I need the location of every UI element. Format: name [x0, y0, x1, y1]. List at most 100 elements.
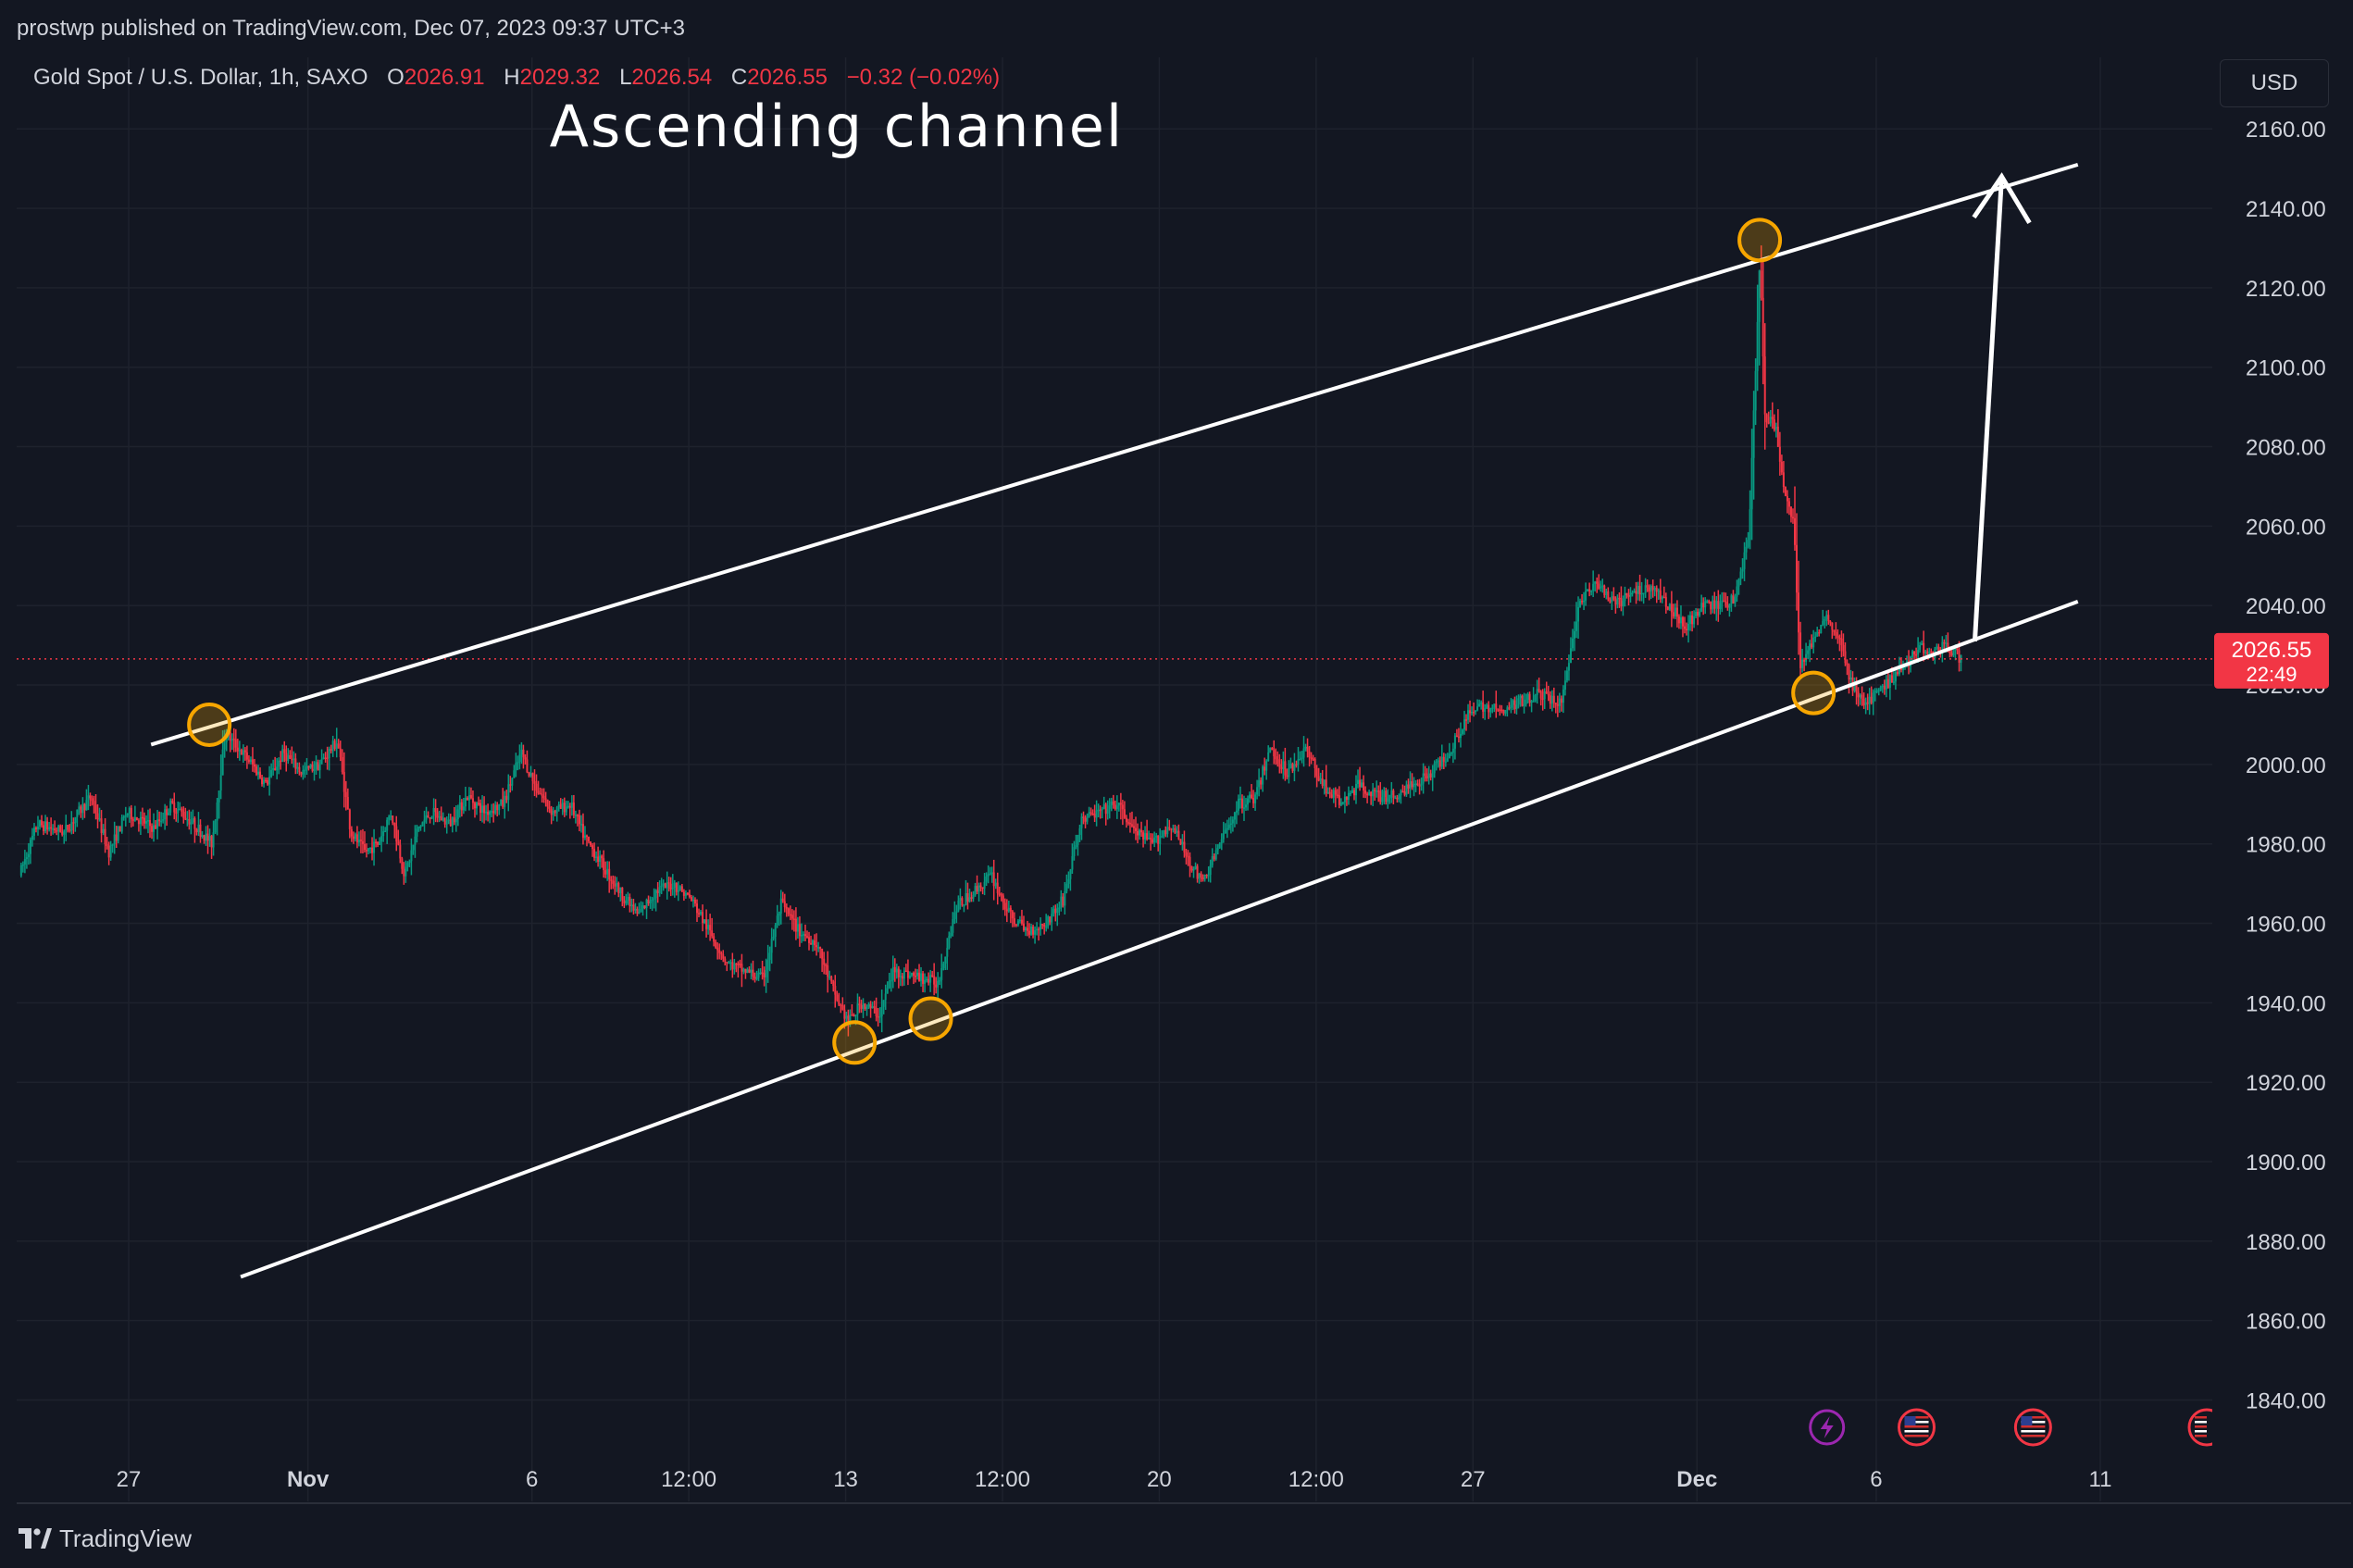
candle-body: [346, 797, 349, 810]
candle-body: [1573, 630, 1575, 639]
candle-body: [796, 924, 799, 932]
price-chart[interactable]: 2160.00 2140.00 2120.00 2100.00 2080.00 2060.…: [17, 57, 2353, 1509]
candle-body: [1579, 601, 1582, 607]
candle-body: [1020, 919, 1023, 924]
candle-body: [507, 784, 510, 801]
candle-body: [339, 748, 342, 757]
candle-body: [583, 835, 586, 839]
candle-body: [1622, 601, 1625, 607]
candle-body: [255, 766, 257, 775]
currency-button[interactable]: USD: [2220, 59, 2329, 107]
candle-body: [1146, 833, 1149, 840]
candle-body: [566, 805, 569, 808]
candle-body: [430, 815, 433, 819]
candle-body: [307, 765, 310, 768]
high-value: 2029.32: [519, 65, 601, 90]
candle-body: [1618, 597, 1621, 600]
candle-body: [1067, 878, 1070, 884]
candle-body: [1315, 767, 1318, 777]
candle-body: [744, 968, 747, 973]
candle-body: [693, 899, 696, 904]
candle-body: [1898, 666, 1900, 675]
candle-body: [966, 892, 969, 902]
chart-pane[interactable]: 2160.00 2140.00 2120.00 2100.00 2080.00 2060.…: [17, 57, 2353, 1509]
candle-body: [1278, 764, 1281, 767]
candle-body: [840, 1004, 842, 1006]
candle-body: [1049, 916, 1052, 923]
tradingview-logo[interactable]: TradingView: [19, 1522, 192, 1555]
candle-body: [1635, 591, 1637, 594]
candle-body: [645, 899, 648, 909]
candle-body: [752, 969, 754, 977]
candle-body: [34, 828, 37, 829]
candle-body: [990, 872, 993, 874]
candle-body: [192, 817, 194, 823]
candle-body: [1284, 761, 1287, 776]
candle-body: [1655, 587, 1658, 592]
candle-body: [1921, 642, 1923, 645]
candle-body: [52, 828, 55, 830]
candle-body: [904, 970, 907, 973]
candle-body: [817, 947, 820, 949]
candle-body: [61, 831, 64, 835]
x-tick-label: Dec: [1676, 1467, 1717, 1492]
candle-body: [675, 882, 678, 892]
candle-body: [238, 750, 241, 752]
candle-body: [517, 762, 519, 764]
candle-body: [1644, 585, 1647, 593]
x-axis-band: [17, 1503, 2212, 1509]
candle-body: [1750, 457, 1753, 510]
y-tick-label: 1980.00: [2246, 833, 2326, 858]
candle-body: [96, 813, 99, 820]
candle-body: [1911, 651, 1914, 657]
candle-body: [1745, 546, 1748, 553]
candle-body: [475, 803, 478, 809]
candle-body: [1291, 764, 1294, 771]
candle-body: [653, 898, 655, 900]
candle-body: [1125, 817, 1127, 823]
candle-body: [1172, 828, 1175, 830]
candle-body: [1038, 928, 1040, 931]
candle-body: [31, 835, 33, 840]
candle-body: [1409, 781, 1412, 789]
candle-body: [1383, 790, 1386, 798]
flag-stripe: [2021, 1435, 2046, 1437]
candle-body: [1801, 659, 1804, 668]
open-label: O: [387, 65, 405, 90]
candle-body: [83, 803, 86, 811]
candle-body: [1776, 426, 1779, 447]
candle-body: [1820, 625, 1823, 634]
candle-body: [1157, 835, 1160, 844]
candle-body: [1414, 783, 1417, 785]
candle-body: [691, 899, 694, 902]
close-value: 2026.55: [747, 65, 828, 90]
candle-body: [403, 868, 405, 877]
candle-body: [1956, 648, 1959, 651]
symbol-label[interactable]: Gold Spot / U.S. Dollar, 1h, SAXO: [33, 65, 368, 90]
candle-body: [1532, 701, 1535, 703]
candle-body: [953, 913, 956, 919]
candle-body: [287, 755, 290, 761]
candle-body: [1451, 748, 1454, 753]
candle-body: [989, 873, 991, 876]
candle-body: [289, 755, 292, 759]
candle-body: [1317, 776, 1320, 781]
candle-body: [608, 868, 611, 880]
candle-body: [748, 969, 751, 973]
candle-body: [1765, 414, 1768, 423]
candle-body: [1715, 601, 1718, 609]
candle-body: [916, 972, 919, 977]
candle-body: [851, 1014, 853, 1016]
candle-body: [707, 925, 710, 929]
candle-body: [695, 903, 698, 914]
candle-body: [1276, 759, 1279, 765]
candle-body: [1588, 589, 1591, 591]
candle-body: [184, 817, 187, 820]
candle-body: [1252, 798, 1255, 803]
candle-body: [612, 880, 615, 884]
candle-body: [779, 898, 782, 915]
candle-body: [1565, 670, 1568, 681]
publisher-name[interactable]: prostwp: [17, 16, 95, 41]
candle-body: [629, 897, 631, 907]
candle-body: [56, 830, 58, 832]
